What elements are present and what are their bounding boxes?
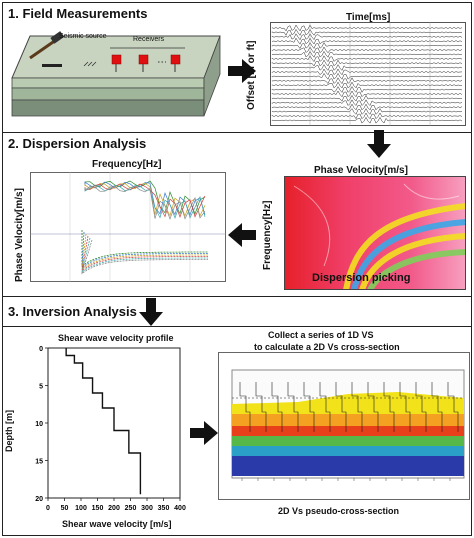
- arrow-down-icon: [367, 130, 391, 158]
- receivers-label: Receivers: [133, 36, 165, 43]
- vs-profile-chart: 0 50 100 150 200 250 300 350 400 0 5 10 15 20: [35, 346, 186, 512]
- dispersion-image: [284, 176, 466, 290]
- section-title-dispersion: 2. Dispersion Analysis: [8, 136, 147, 151]
- y-tick-label: 5: [39, 384, 43, 391]
- cross-section-plot: [218, 352, 470, 500]
- chart-title: Shear wave velocity profile: [58, 333, 174, 343]
- x-tick-label: 50: [61, 505, 69, 512]
- section-divider-2: [2, 296, 472, 297]
- x-tick-label: 100: [75, 505, 87, 512]
- x-tick-label: 250: [125, 505, 137, 512]
- dispersion-curves-plot: [30, 172, 226, 282]
- x-tick-label: 150: [92, 505, 104, 512]
- frequency-axis-label: Frequency[Hz]: [92, 159, 162, 170]
- vs-step-line: [65, 348, 142, 495]
- arrow-right-icon-2: [190, 421, 218, 445]
- x-tick-label: 350: [158, 505, 170, 512]
- time-axis-label: Time[ms]: [346, 12, 391, 23]
- x-tick-label: 300: [141, 505, 153, 512]
- y-tick-label: 10: [35, 421, 43, 428]
- section-title-field: 1. Field Measurements: [8, 6, 148, 21]
- seismic-record-plot: [270, 22, 466, 126]
- collect-line-2: to calculate a 2D Vs cross-section: [254, 342, 400, 352]
- offset-axis-label: Offset [m or ft]: [246, 40, 257, 110]
- x-tick-label: 200: [108, 505, 120, 512]
- x-tick-label: 400: [174, 505, 186, 512]
- cross-section-caption: 2D Vs pseudo-cross-section: [278, 506, 400, 516]
- dispersion-picking-label: Dispersion picking: [312, 272, 411, 284]
- y-tick-label: 15: [35, 459, 43, 466]
- phase-velocity-axis-label: Phase Velocity[m/s]: [314, 165, 408, 176]
- y-tick-label: 0: [39, 346, 43, 353]
- section-title-inversion: 3. Inversion Analysis: [8, 304, 137, 319]
- chart-xlabel: Shear wave velocity [m/s]: [62, 519, 172, 529]
- frequency-axis-label-right: Frequency[Hz]: [262, 200, 273, 270]
- section-divider-1: [2, 132, 472, 133]
- arrow-down-icon-2: [139, 298, 163, 326]
- seismic-source-label: Seismic source: [59, 33, 107, 40]
- phase-velocity-axis-label-left: Phase Velocity[m/s]: [14, 188, 25, 282]
- arrow-left-icon: [228, 223, 256, 247]
- x-tick-label: 0: [46, 505, 50, 512]
- field-setup-diagram: [11, 31, 221, 117]
- y-tick-label: 20: [35, 496, 43, 503]
- section-divider-3: [2, 326, 472, 327]
- collect-line-1: Collect a series of 1D VS: [268, 330, 374, 340]
- arrow-right-icon: [228, 59, 256, 83]
